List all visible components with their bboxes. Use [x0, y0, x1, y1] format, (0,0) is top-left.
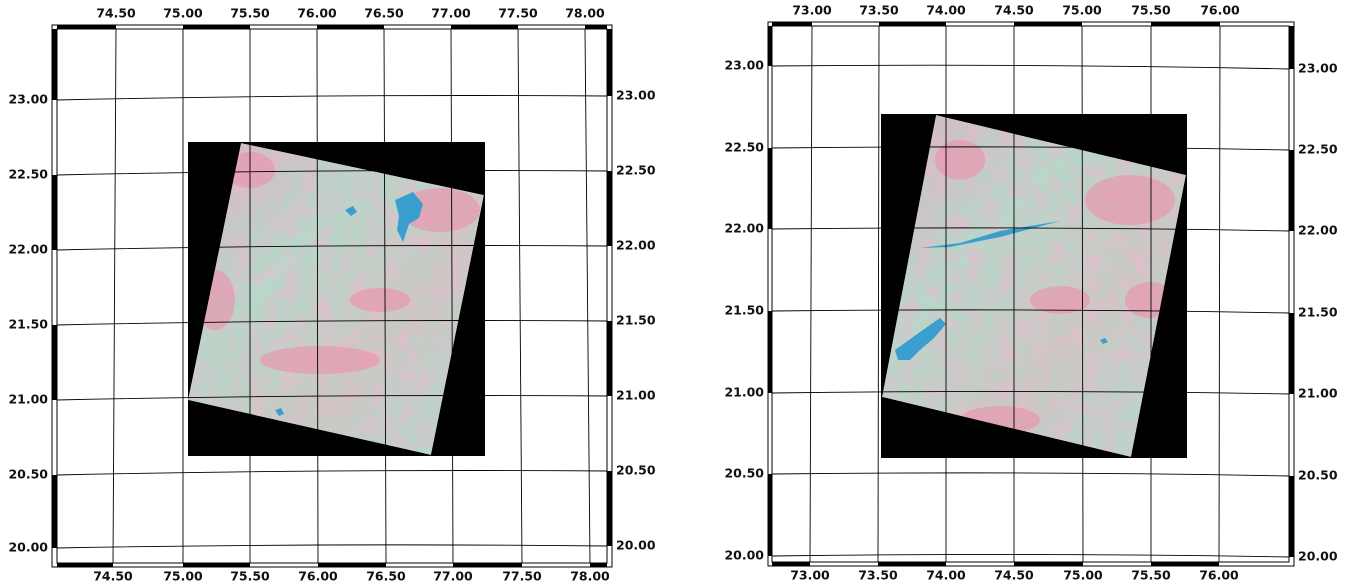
latitude-label: 23.00 — [8, 92, 48, 107]
longitude-label: 75.50 — [230, 6, 270, 21]
longitude-label: 75.00 — [163, 6, 203, 21]
border-bar — [317, 25, 384, 29]
longitude-label: 78.00 — [570, 569, 610, 584]
vegetation-patch — [935, 140, 985, 180]
latitude-label: 21.50 — [8, 317, 48, 332]
border-bar — [879, 22, 946, 26]
longitude-label: 77.50 — [498, 6, 538, 21]
border-bar — [1014, 562, 1083, 566]
border-bar — [1151, 562, 1219, 566]
map-figure: 74.50 75.00 75.50 76.00 76.50 77.00 77.50 78.00… — [0, 0, 1348, 585]
border-bar — [607, 471, 612, 546]
longitude-label: 76.00 — [1199, 568, 1239, 583]
border-bar — [1289, 150, 1294, 231]
latitude-label: 20.00 — [1298, 549, 1338, 564]
latitude-label: 22.50 — [724, 140, 764, 155]
latitude-label: 22.50 — [616, 163, 656, 178]
latitude-label: 23.00 — [1298, 61, 1338, 76]
longitude-label: 74.50 — [994, 3, 1034, 18]
border-bar — [183, 25, 250, 29]
map-panel: 74.50 75.00 75.50 76.00 76.50 77.00 77.50 78.00… — [8, 6, 655, 584]
longitude-label: 76.00 — [297, 6, 337, 21]
longitude-label: 73.50 — [858, 568, 898, 583]
latitude-label: 20.00 — [8, 540, 48, 555]
latitude-label: 22.00 — [1298, 223, 1338, 238]
longitude-label: 73.00 — [790, 568, 830, 583]
border-bar — [1014, 22, 1082, 26]
border-bar — [318, 563, 386, 567]
latitude-label: 20.00 — [724, 548, 764, 563]
border-bar — [607, 321, 612, 396]
border-bar — [1289, 313, 1294, 394]
latitude-label: 21.00 — [616, 388, 656, 403]
border-bar — [768, 311, 772, 393]
border-bar — [52, 475, 57, 548]
latitude-label: 21.50 — [724, 303, 764, 318]
latitude-label: 20.50 — [8, 467, 48, 482]
longitude-label: 75.50 — [1131, 568, 1171, 583]
longitude-label: 75.50 — [1131, 3, 1171, 18]
longitude-label: 73.00 — [792, 3, 832, 18]
border-bar — [878, 562, 946, 566]
map-panel: 73.00 73.50 74.00 74.50 75.00 75.50 76.00 73.00… — [724, 3, 1337, 583]
longitude-label: 77.50 — [502, 569, 542, 584]
longitude-label: 75.00 — [1063, 568, 1103, 583]
border-bar — [52, 325, 57, 400]
latitude-label: 22.50 — [8, 167, 48, 182]
longitude-label: 77.00 — [433, 569, 473, 584]
vegetation-patch — [1085, 175, 1175, 225]
vegetation-patch — [350, 288, 410, 312]
border-bar — [57, 563, 113, 567]
vegetation-patch — [260, 346, 380, 374]
longitude-label: 76.00 — [298, 569, 338, 584]
longitude-label: 78.00 — [565, 6, 605, 21]
latitude-label: 23.00 — [724, 58, 764, 73]
longitude-label: 75.00 — [1062, 3, 1102, 18]
latitude-label: 21.50 — [616, 313, 656, 328]
border-bar — [768, 474, 772, 556]
border-bar — [772, 562, 810, 566]
border-bar — [451, 25, 518, 29]
border-bar — [585, 25, 607, 29]
border-bar — [768, 148, 772, 229]
latitude-label: 21.00 — [724, 385, 764, 400]
longitude-label: 74.50 — [96, 6, 136, 21]
longitude-label: 74.00 — [926, 3, 966, 18]
latitude-label: 21.00 — [8, 392, 48, 407]
latitude-label: 22.00 — [724, 221, 764, 236]
latitude-label: 21.50 — [1298, 305, 1338, 320]
latitude-label: 20.50 — [1298, 468, 1338, 483]
longitude-label: 74.50 — [994, 568, 1034, 583]
latitude-label: 20.50 — [724, 466, 764, 481]
border-bar — [1289, 476, 1294, 557]
latitude-label: 22.00 — [8, 242, 48, 257]
border-bar — [57, 25, 116, 29]
longitude-label: 74.00 — [926, 568, 966, 583]
border-bar — [183, 563, 250, 567]
border-bar — [1289, 26, 1294, 69]
longitude-label: 73.50 — [859, 3, 899, 18]
border-bar — [607, 29, 612, 96]
border-bar — [607, 171, 612, 246]
latitude-label: 22.50 — [1298, 142, 1338, 157]
longitude-label: 76.50 — [364, 6, 404, 21]
longitude-label: 75.50 — [230, 569, 270, 584]
latitude-label: 20.00 — [616, 538, 656, 553]
latitude-label: 20.50 — [616, 463, 656, 478]
border-bar — [772, 22, 812, 26]
longitude-label: 76.50 — [366, 569, 406, 584]
longitude-label: 75.00 — [163, 569, 203, 584]
border-bar — [590, 563, 607, 567]
latitude-label: 23.00 — [616, 88, 656, 103]
longitude-label: 76.00 — [1200, 3, 1240, 18]
border-bar — [768, 26, 772, 66]
border-bar — [453, 563, 522, 567]
longitude-label: 74.50 — [93, 569, 133, 584]
latitude-label: 22.00 — [616, 238, 656, 253]
border-bar — [1151, 22, 1220, 26]
border-bar — [52, 29, 57, 100]
border-bar — [52, 175, 57, 250]
longitude-label: 77.00 — [431, 6, 471, 21]
latitude-label: 21.00 — [1298, 386, 1338, 401]
